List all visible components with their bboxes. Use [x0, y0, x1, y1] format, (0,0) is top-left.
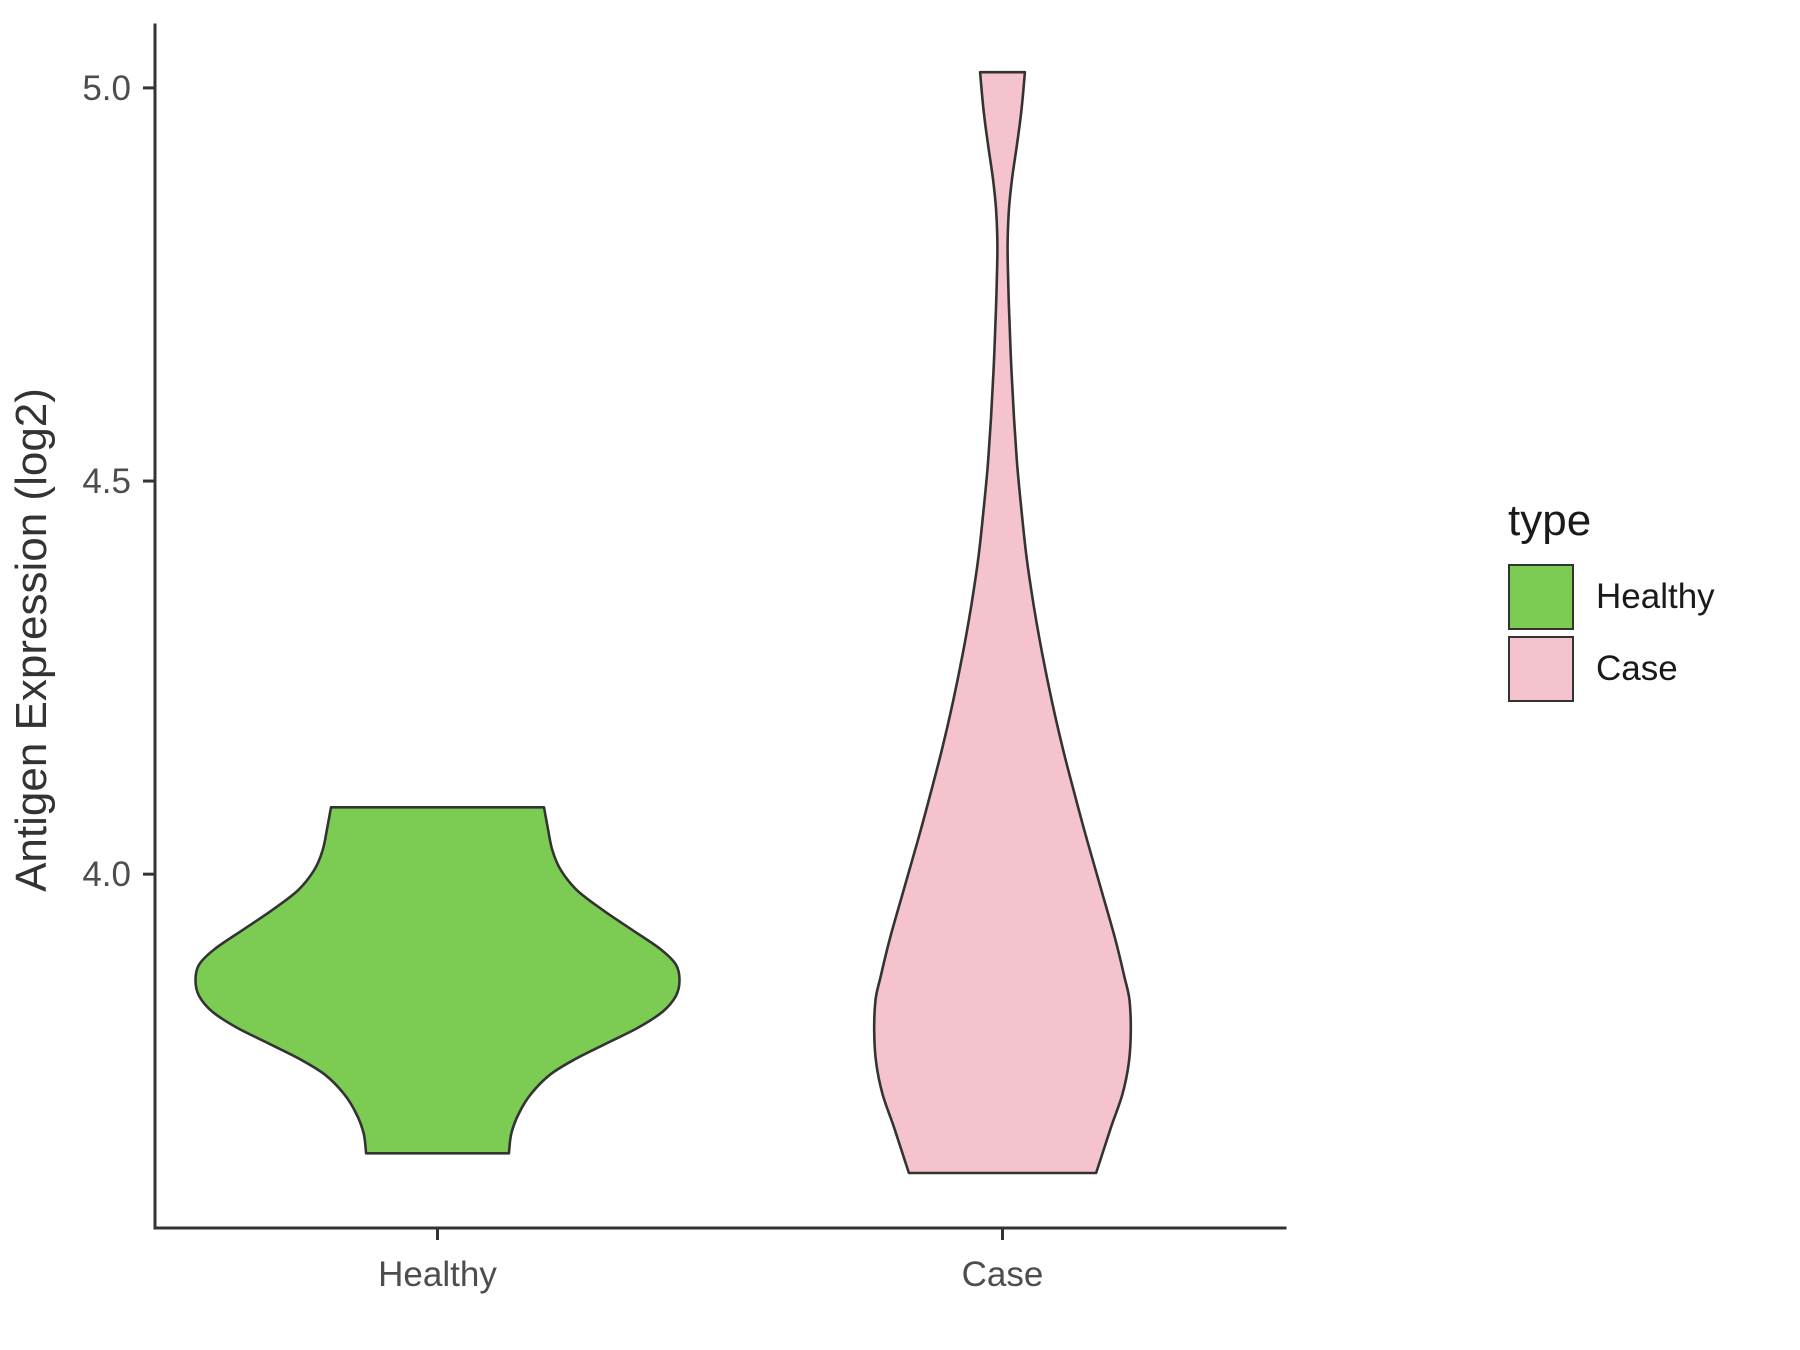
x-category-label-healthy: Healthy [378, 1255, 497, 1294]
violin-healthy [194, 806, 681, 1155]
axes-layer: 5.0 4.5 4.0 Healthy Case [82, 23, 1287, 1294]
y-tick-label: 5.0 [82, 69, 131, 108]
violins-layer [194, 70, 1133, 1175]
y-axis-title: Antigen Expression (log2) [7, 388, 56, 892]
y-tick-label: 4.5 [82, 462, 131, 501]
legend-swatch-healthy [1508, 564, 1574, 630]
axis-lines [153, 23, 1287, 1230]
y-tick-label: 4.0 [82, 855, 131, 894]
x-category-label-case: Case [962, 1255, 1044, 1294]
violin-case [872, 70, 1133, 1175]
legend-item-case: Case [1508, 636, 1715, 702]
legend-title: type [1508, 496, 1592, 545]
legend-swatch-case [1508, 636, 1574, 702]
legend-item-healthy: Healthy [1508, 564, 1715, 630]
legend-label-healthy: Healthy [1596, 577, 1715, 616]
legend-label-case: Case [1596, 649, 1678, 688]
legend: type Healthy Case [1508, 496, 1715, 708]
